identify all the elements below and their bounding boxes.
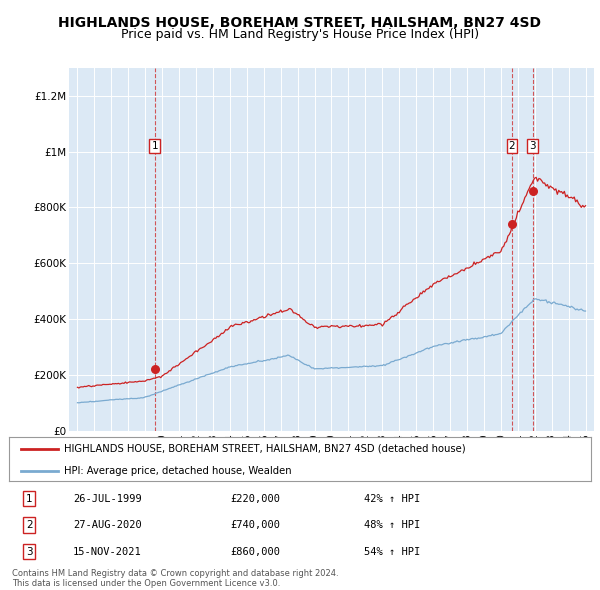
Text: £740,000: £740,000: [230, 520, 280, 530]
Text: 3: 3: [529, 141, 536, 151]
Text: Price paid vs. HM Land Registry's House Price Index (HPI): Price paid vs. HM Land Registry's House …: [121, 28, 479, 41]
Text: 42% ↑ HPI: 42% ↑ HPI: [364, 494, 420, 504]
Point: [528, 186, 538, 195]
Text: £220,000: £220,000: [230, 494, 280, 504]
Text: 3: 3: [26, 546, 32, 556]
Text: Contains HM Land Registry data © Crown copyright and database right 2024.
This d: Contains HM Land Registry data © Crown c…: [12, 569, 338, 588]
Text: 1: 1: [26, 494, 32, 504]
Text: 27-AUG-2020: 27-AUG-2020: [73, 520, 142, 530]
Text: 26-JUL-1999: 26-JUL-1999: [73, 494, 142, 504]
Text: HIGHLANDS HOUSE, BOREHAM STREET, HAILSHAM, BN27 4SD: HIGHLANDS HOUSE, BOREHAM STREET, HAILSHA…: [59, 16, 542, 30]
Text: 1: 1: [151, 141, 158, 151]
Text: 15-NOV-2021: 15-NOV-2021: [73, 546, 142, 556]
Text: 2: 2: [26, 520, 32, 530]
Text: 54% ↑ HPI: 54% ↑ HPI: [364, 546, 420, 556]
Text: £860,000: £860,000: [230, 546, 280, 556]
Point: [507, 219, 517, 229]
Point: [150, 365, 160, 374]
Text: HIGHLANDS HOUSE, BOREHAM STREET, HAILSHAM, BN27 4SD (detached house): HIGHLANDS HOUSE, BOREHAM STREET, HAILSHA…: [64, 444, 466, 454]
Text: HPI: Average price, detached house, Wealden: HPI: Average price, detached house, Weal…: [64, 466, 292, 476]
Text: 48% ↑ HPI: 48% ↑ HPI: [364, 520, 420, 530]
Text: 2: 2: [509, 141, 515, 151]
